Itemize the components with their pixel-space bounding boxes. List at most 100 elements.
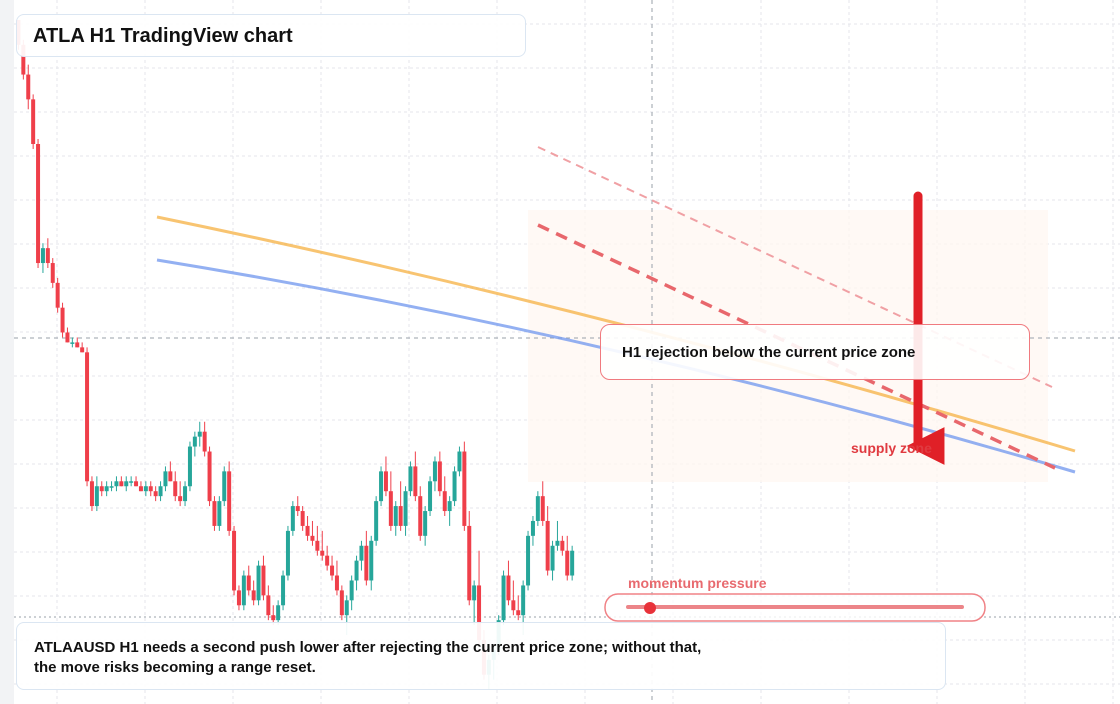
candle-down: [437, 461, 442, 492]
ma-fast-line: [156, 215, 1076, 453]
candle-down: [89, 481, 94, 507]
chart-title: ATLA H1 TradingView chart: [16, 14, 526, 57]
candle-down: [31, 99, 36, 144]
candle-down: [138, 486, 143, 492]
candle-down: [212, 501, 217, 526]
left-axis-strip: [0, 0, 14, 704]
candle-up: [143, 486, 148, 492]
candle-up: [393, 506, 398, 526]
candle-up: [472, 585, 477, 601]
candle-down: [178, 496, 183, 502]
candle-down: [26, 74, 31, 100]
candle-up: [354, 560, 359, 581]
candle-up: [285, 530, 290, 576]
candle-down: [388, 491, 393, 526]
caption-line-1: ATLAAUSD H1 needs a second push lower af…: [34, 639, 702, 656]
candle-down: [65, 332, 70, 343]
candle-down: [202, 431, 207, 452]
chart-caption: ATLAAUSD H1 needs a second push lower af…: [16, 622, 946, 690]
candle-up: [457, 451, 462, 472]
candle-up: [535, 496, 540, 521]
candle-up: [447, 501, 452, 512]
candle-down: [339, 590, 344, 616]
candle-down: [36, 144, 41, 264]
rejection-callout: H1 rejection below the current price zon…: [600, 324, 1030, 380]
candle-down: [227, 471, 232, 531]
candle-down: [236, 590, 241, 606]
candle-up: [217, 501, 222, 526]
candle-down: [462, 451, 467, 526]
candle-up: [183, 486, 188, 502]
candle-up: [403, 491, 408, 526]
candle-up: [570, 550, 575, 576]
candle-up: [104, 486, 109, 492]
candle-down: [467, 525, 472, 601]
candle-down: [413, 466, 418, 497]
candle-down: [60, 307, 65, 333]
candle-up: [526, 535, 531, 586]
candle-down: [119, 481, 124, 487]
candle-up: [192, 436, 197, 447]
candle-down: [315, 540, 320, 551]
candle-up: [349, 580, 354, 601]
candle-up: [555, 540, 560, 546]
candle-down: [310, 535, 315, 541]
candle-up: [290, 506, 295, 531]
candle-down: [418, 496, 423, 536]
candle-down: [153, 491, 158, 497]
candle-up: [124, 481, 129, 487]
candle-up: [428, 481, 433, 512]
candle-up: [187, 446, 192, 487]
candle-up: [423, 511, 428, 536]
candle-down: [334, 575, 339, 591]
candle-down: [251, 590, 256, 601]
candle-down: [232, 530, 237, 591]
candle-down: [540, 496, 545, 521]
candle-down: [560, 540, 565, 551]
candle-down: [271, 615, 276, 621]
candle-down: [168, 471, 173, 482]
candle-down: [330, 565, 335, 576]
candle-up: [369, 540, 374, 581]
candle-up: [256, 565, 261, 601]
candle-up: [40, 248, 45, 264]
candle-up: [197, 431, 202, 437]
candle-down: [442, 491, 447, 512]
candle-down: [398, 506, 403, 526]
candle-down: [300, 511, 305, 526]
candle-up: [158, 486, 163, 497]
candle-down: [207, 451, 212, 502]
momentum-pressure-dot: [644, 602, 656, 614]
candle-up: [550, 545, 555, 571]
candle-down: [364, 545, 369, 581]
candle-up: [530, 520, 535, 536]
candle-up: [521, 585, 526, 616]
candle-up: [241, 575, 246, 606]
candle-up: [408, 466, 413, 492]
caption-line-2: the move risks becoming a range reset.: [34, 659, 316, 676]
candle-up: [501, 575, 506, 621]
candle-down: [55, 282, 60, 308]
candle-down: [506, 575, 511, 601]
candle-down: [565, 550, 570, 576]
candle-up: [344, 600, 349, 616]
candle-up: [374, 501, 379, 541]
candle-down: [545, 520, 550, 571]
candle-up: [129, 481, 134, 483]
supply-zone-label: supply zone: [851, 440, 932, 456]
candle-down: [383, 471, 388, 492]
candle-up: [452, 471, 457, 502]
candle-up: [432, 461, 437, 482]
candle-up: [379, 471, 384, 502]
candle-down: [477, 585, 482, 640]
candle-down: [511, 600, 516, 611]
candle-down: [516, 610, 521, 616]
candle-series: [16, 20, 575, 690]
candle-down: [75, 342, 80, 348]
candle-down: [325, 555, 330, 566]
candle-down: [320, 550, 325, 556]
candle-down: [295, 506, 300, 512]
candle-up: [70, 342, 75, 344]
candle-down: [173, 481, 178, 497]
candle-down: [246, 575, 251, 591]
